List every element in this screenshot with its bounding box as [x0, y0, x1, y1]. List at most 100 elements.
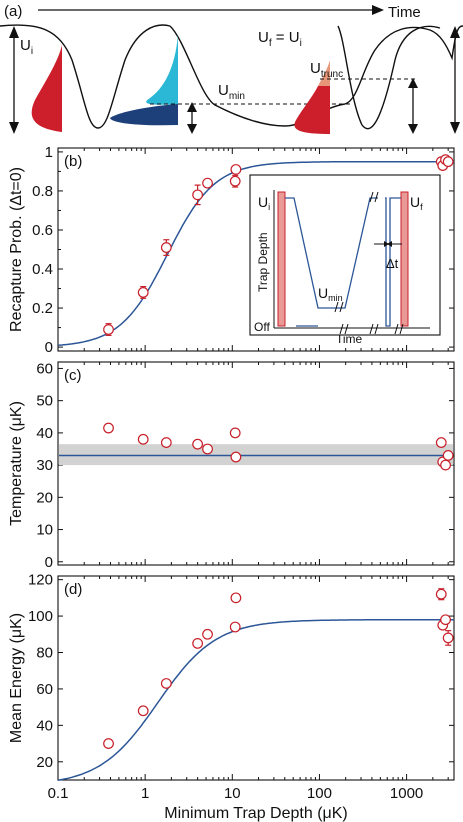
y-tick-label: 0.2: [32, 300, 53, 317]
data-point: [440, 614, 451, 626]
inset-break-1: [339, 323, 349, 335]
inset-ui-label: Ui: [258, 194, 270, 212]
y-tick-label: 20: [36, 754, 53, 771]
inset-final-bar: [400, 191, 409, 327]
y-tick-label: 0.4: [32, 261, 53, 278]
y-tick-label: 120: [28, 572, 53, 589]
y-tick-label: 40: [36, 717, 53, 734]
panel-label: (c): [64, 367, 82, 384]
umin-label: Umin: [218, 82, 245, 102]
data-point: [442, 156, 454, 168]
panel-b-recapture-chart: (b) 0 0.2 0.4 0.6 0.8 1 Recapture Prob. (Δt=0): [8, 144, 455, 356]
x-tick-label: 1000: [390, 785, 423, 802]
y-axis-label: Recapture Prob. (Δt=0): [8, 167, 25, 332]
y-tick-label: 0.8: [32, 183, 53, 200]
inset-off-label: Off: [254, 320, 270, 334]
data-point: [192, 189, 204, 201]
inset-uf-label: Uf: [410, 194, 423, 212]
y-axis-label: Temperature (μK): [8, 401, 25, 526]
data-point: [202, 443, 213, 455]
data-point: [442, 632, 454, 644]
ui-arrow-top: [9, 26, 19, 38]
umin-arrow-top: [187, 102, 197, 112]
inset-sequence-diagram: Δt Ui Uf Umin Off Time Trap Depth: [249, 174, 441, 346]
time-label: Time: [388, 4, 421, 21]
final-trap-curve: [344, 25, 463, 105]
inset-dt-arrowhead-left: [384, 241, 389, 247]
data-point: [202, 628, 213, 640]
data-point: [137, 705, 149, 717]
mean-band: [59, 444, 453, 466]
data-point: [442, 450, 454, 461]
y-tick-label: 40: [36, 425, 53, 442]
data-point: [103, 422, 114, 434]
utrunc-arrow-bottom: [408, 124, 418, 134]
panel-label: (b): [64, 153, 82, 170]
y-tick-label: 0: [45, 339, 53, 356]
y-tick-label: 0: [45, 554, 53, 571]
data-point: [192, 637, 204, 649]
data-point: [435, 437, 447, 448]
panel-a-label: (a): [4, 3, 22, 20]
inset-y-label: Trap Depth: [256, 232, 270, 292]
inset-dt-arrowhead-right: [387, 241, 392, 247]
data-point: [230, 451, 242, 463]
y-tick-label: 100: [28, 608, 53, 625]
panel-d-energy-chart: (d) 20 40 60 80 100 120 0.1 1 10 100 1000 Minimum Tr…: [8, 572, 455, 822]
y-tick-label: 1: [45, 144, 53, 161]
data-point: [229, 175, 241, 187]
plot-frame: [57, 575, 455, 781]
y-axis-label: Mean Energy (μK): [8, 613, 25, 743]
ui-label: Ui: [20, 37, 33, 57]
panel-label: (d): [64, 581, 82, 598]
inset-initial-bar: [277, 191, 286, 327]
data-point: [435, 588, 447, 600]
initial-trap-curve: [0, 24, 171, 129]
data-point: [103, 738, 114, 749]
y-tick-label: 30: [36, 457, 53, 474]
data-point: [229, 427, 241, 439]
inset-x-label: Time: [336, 332, 363, 346]
inset-break-4: [369, 191, 379, 203]
inset-dt-label: Δt: [386, 256, 399, 271]
uf-arrow-bottom: [450, 122, 460, 134]
panel-a-schematic: (a) Time Ui Umin Utrunc: [0, 3, 463, 134]
x-axis-label: Minimum Trap Depth (μK): [164, 805, 347, 822]
fit-curve: [57, 160, 454, 347]
inset-break-5: [334, 301, 344, 313]
x-tick-label: 100: [307, 785, 332, 802]
y-tick-label: 80: [36, 645, 53, 662]
data-point: [137, 287, 149, 298]
ui-arrow-bottom: [9, 122, 19, 134]
inset-break-3: [394, 323, 404, 335]
y-tick-label: 20: [36, 489, 53, 506]
y-tick-label: 10: [36, 522, 53, 539]
inset-release-pulse: [385, 197, 401, 327]
data-point: [137, 433, 149, 445]
x-tick-label: 1: [141, 785, 149, 802]
data-point: [192, 438, 204, 450]
data-point: [440, 459, 451, 471]
panel-c-temperature-chart: (c) 0 10 20 30 40 50 60 Temperature (μK): [8, 360, 455, 571]
umin-arrow-bottom: [187, 124, 197, 134]
plot-frame: [57, 361, 455, 566]
truncated-distribution-lower: [110, 104, 178, 126]
data-point: [229, 621, 241, 633]
final-trap-well: [337, 25, 441, 130]
inset-break-2: [369, 323, 379, 335]
y-tick-label: 50: [36, 393, 53, 410]
y-tick-label: 60: [36, 360, 53, 377]
fit-curve: [57, 618, 454, 782]
uf-equals-ui-label: Uf = Ui: [258, 29, 302, 49]
utrunc-arrow-top: [408, 78, 418, 88]
data-point: [160, 678, 172, 689]
data-point: [230, 592, 242, 604]
data-point: [202, 177, 213, 189]
data-point: [160, 242, 172, 253]
x-tick-label: 0.1: [48, 785, 69, 802]
truncated-distribution-upper: [146, 34, 178, 105]
x-tick-label: 10: [224, 785, 241, 802]
time-arrow-head: [372, 5, 384, 15]
utrunc-label: Utrunc: [310, 60, 343, 80]
data-point: [103, 324, 114, 335]
